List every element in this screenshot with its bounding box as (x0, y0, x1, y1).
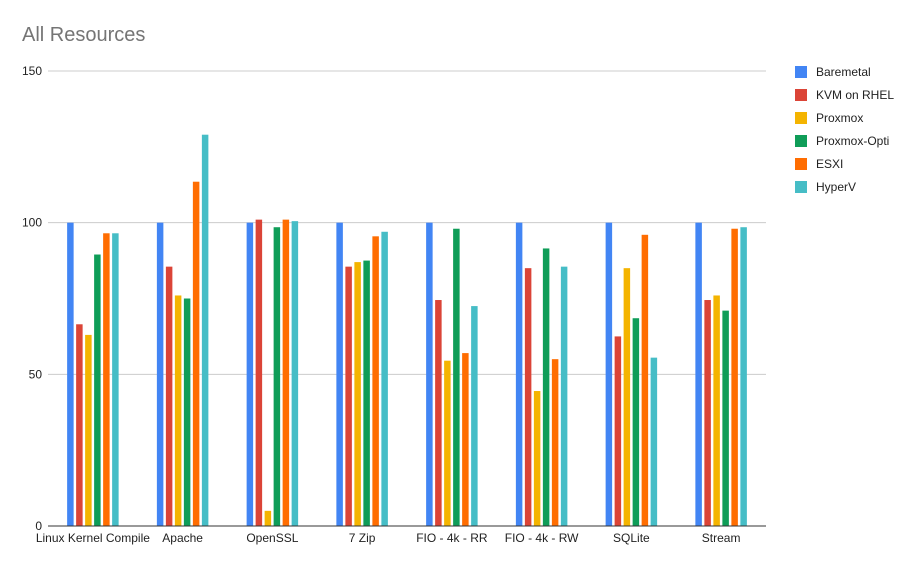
bar-baremetal-0 (67, 222, 74, 526)
x-tick-label: OpenSSL (246, 531, 298, 545)
legend-label: Baremetal (816, 65, 871, 79)
bar-proxmox-3 (354, 262, 361, 526)
bar-esxi-0 (103, 233, 110, 527)
bar-hyperv-0 (112, 233, 119, 527)
legend-swatch (795, 135, 807, 147)
bar-proxmox-6 (623, 268, 631, 526)
bar-hyperv-2 (291, 221, 299, 526)
bar-hyperv-5 (560, 266, 568, 526)
bar-baremetal-7 (695, 222, 702, 526)
bar-kvm-on-rhel-0 (76, 324, 83, 526)
bar-hyperv-1 (201, 134, 209, 526)
legend-label: HyperV (816, 180, 856, 194)
bar-kvm-on-rhel-7 (704, 300, 711, 526)
bar-esxi-4 (462, 353, 469, 526)
legend-label: Proxmox-Opti (816, 134, 889, 148)
bar-baremetal-6 (605, 222, 613, 526)
x-tick-label: FIO - 4k - RW (505, 531, 579, 545)
bar-esxi-7 (731, 228, 738, 526)
chart-title: All Resources (22, 24, 146, 46)
x-tick-label: Stream (702, 531, 741, 545)
bar-baremetal-1 (156, 222, 164, 526)
bar-proxmox-opti-1 (183, 298, 191, 526)
bar-baremetal-5 (515, 222, 523, 526)
bar-proxmox-2 (264, 510, 272, 526)
bar-hyperv-7 (740, 227, 747, 526)
bar-kvm-on-rhel-3 (345, 266, 352, 526)
bar-esxi-2 (282, 219, 290, 526)
bar-proxmox-opti-4 (453, 228, 460, 526)
bar-esxi-1 (192, 181, 200, 526)
legend-swatch (795, 66, 807, 78)
x-tick-label: 7 Zip (349, 531, 376, 545)
bar-kvm-on-rhel-2 (255, 219, 263, 526)
legend-label: KVM on RHEL (816, 88, 894, 102)
y-tick-label: 0 (35, 519, 42, 533)
bar-proxmox-0 (85, 334, 92, 526)
legend-swatch (795, 89, 807, 101)
bar-kvm-on-rhel-5 (524, 268, 532, 526)
legend-swatch (795, 158, 807, 170)
bar-proxmox-opti-2 (273, 227, 281, 526)
x-tick-label: SQLite (613, 531, 650, 545)
bar-proxmox-5 (533, 391, 541, 526)
x-tick-label: Apache (162, 531, 203, 545)
bar-kvm-on-rhel-6 (614, 336, 622, 526)
bar-baremetal-2 (246, 222, 254, 526)
bar-baremetal-3 (336, 222, 343, 526)
bar-proxmox-opti-6 (632, 318, 640, 526)
y-tick-label: 50 (29, 367, 43, 381)
bar-baremetal-4 (426, 222, 433, 526)
bar-proxmox-1 (174, 295, 182, 526)
bar-hyperv-4 (471, 306, 478, 526)
legend-swatch (795, 112, 807, 124)
bar-proxmox-opti-3 (363, 260, 370, 526)
legend-swatch (795, 181, 807, 193)
bar-proxmox-7 (713, 295, 720, 526)
x-tick-label: FIO - 4k - RR (416, 531, 488, 545)
bar-proxmox-4 (444, 360, 451, 526)
bar-proxmox-opti-5 (542, 248, 550, 526)
bar-esxi-6 (641, 234, 649, 527)
bar-proxmox-opti-0 (94, 254, 101, 526)
legend-label: ESXI (816, 157, 843, 171)
x-tick-label: Linux Kernel Compile (36, 531, 150, 545)
bar-kvm-on-rhel-1 (165, 266, 173, 526)
y-tick-label: 100 (22, 216, 42, 230)
bar-proxmox-opti-7 (722, 310, 729, 526)
y-tick-label: 150 (22, 64, 42, 78)
bar-hyperv-6 (650, 357, 658, 526)
bar-kvm-on-rhel-4 (435, 300, 442, 526)
bar-hyperv-3 (381, 231, 388, 526)
legend-label: Proxmox (816, 111, 863, 125)
bar-esxi-5 (551, 359, 559, 526)
bar-esxi-3 (372, 236, 379, 527)
